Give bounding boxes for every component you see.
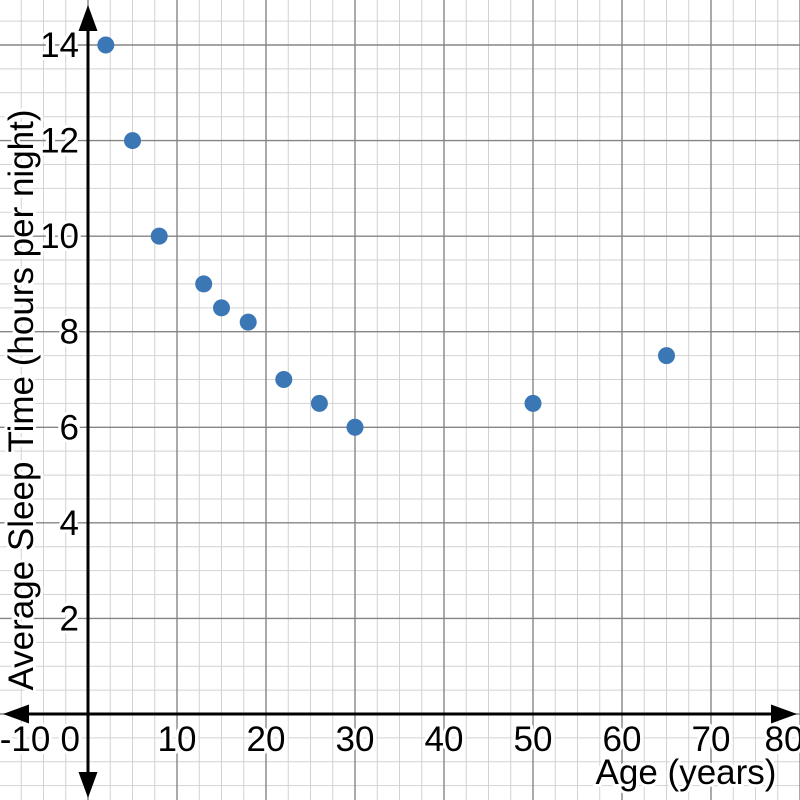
y-tick-label: 6	[60, 408, 79, 447]
y-tick-label: 8	[60, 313, 79, 352]
x-tick-label: 0	[61, 720, 80, 759]
x-tick-label: 60	[603, 720, 642, 759]
scatter-point	[97, 36, 115, 54]
y-axis-top-arrow	[78, 5, 98, 31]
scatter-point	[275, 371, 293, 389]
scatter-point	[239, 313, 257, 331]
data-points	[97, 36, 675, 436]
scatter-point	[124, 132, 141, 150]
y-axis-title: Average Sleep Time (hours per night)	[2, 109, 41, 690]
x-tick-label: -10	[0, 720, 50, 759]
scatter-point	[524, 394, 542, 412]
y-tick-label: 10	[40, 217, 79, 256]
scatter-point	[150, 227, 168, 245]
scatter-point	[195, 275, 213, 293]
x-tick-label: 50	[514, 720, 553, 759]
y-tick-label: 4	[60, 504, 79, 543]
scatter-point	[213, 299, 230, 317]
x-axis-left-arrow	[3, 704, 29, 724]
y-tick-label: 2	[60, 599, 79, 638]
axes	[3, 5, 797, 798]
x-tick-label: 40	[425, 720, 464, 759]
y-tick-label: 14	[40, 26, 79, 65]
y-axis-bottom-arrow	[78, 772, 98, 798]
scatter-point	[658, 347, 675, 365]
x-axis-title: Age (years)	[596, 753, 777, 792]
axis-tick-labels: -10 0 10 20 30 40 50 60 70 80 2 4 6 8 10 12 14	[0, 23, 800, 762]
scatter-point	[346, 418, 364, 436]
x-tick-label: 10	[158, 720, 197, 759]
x-axis-right-arrow	[771, 704, 797, 724]
x-tick-label: 80	[765, 720, 800, 759]
y-tick-label: 12	[40, 122, 79, 161]
scatter-point	[310, 394, 328, 412]
x-tick-label: 30	[336, 720, 375, 759]
x-tick-label: 70	[692, 720, 731, 759]
x-tick-label: 20	[247, 720, 286, 759]
